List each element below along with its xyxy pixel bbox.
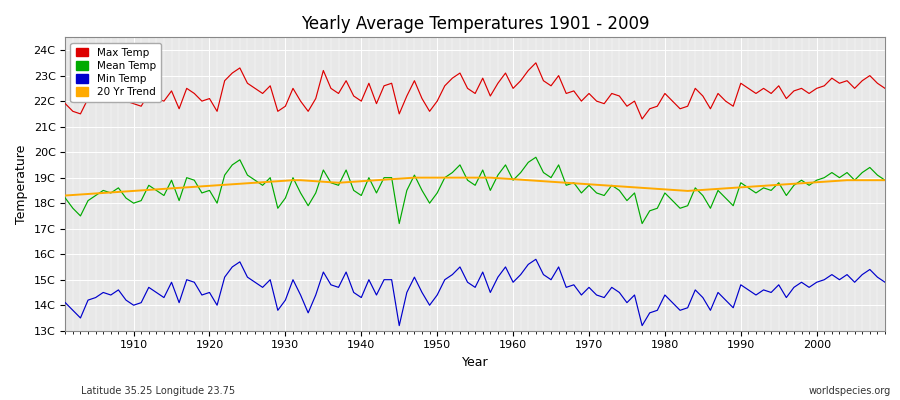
Y-axis label: Temperature: Temperature: [15, 144, 28, 224]
Legend: Max Temp, Mean Temp, Min Temp, 20 Yr Trend: Max Temp, Mean Temp, Min Temp, 20 Yr Tre…: [70, 42, 161, 102]
X-axis label: Year: Year: [462, 356, 489, 369]
Text: worldspecies.org: worldspecies.org: [809, 386, 891, 396]
Text: Latitude 35.25 Longitude 23.75: Latitude 35.25 Longitude 23.75: [81, 386, 235, 396]
Title: Yearly Average Temperatures 1901 - 2009: Yearly Average Temperatures 1901 - 2009: [301, 15, 650, 33]
